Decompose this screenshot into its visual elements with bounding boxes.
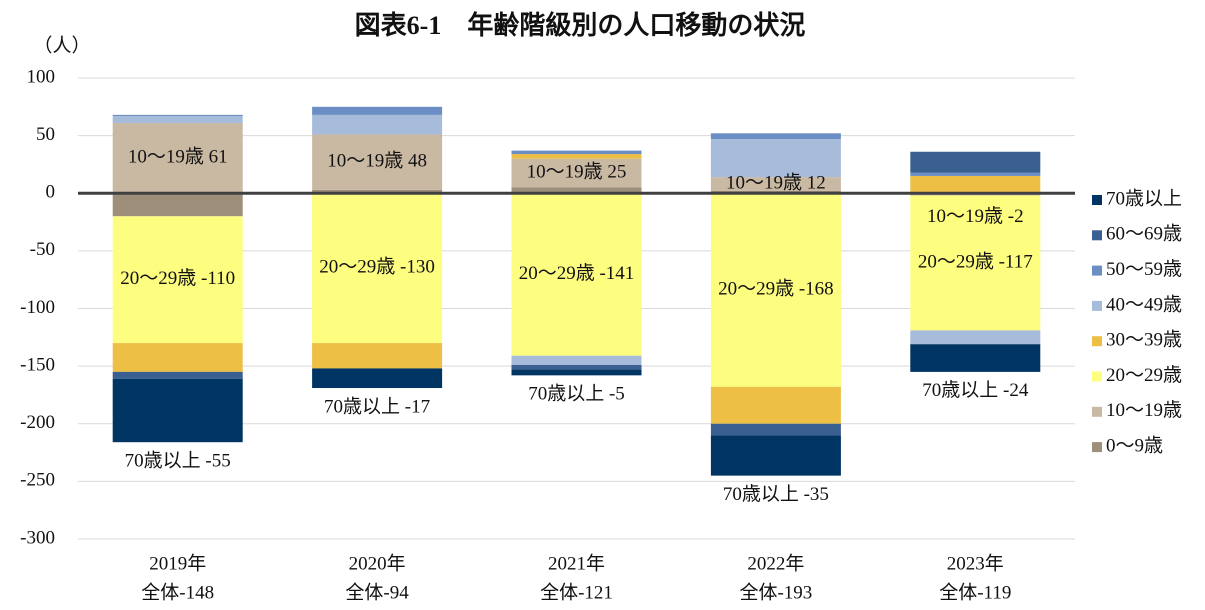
bar-segment [710,177,841,191]
bar-segment [910,195,1041,331]
legend-swatch [1092,300,1102,311]
bar-segment [910,151,1041,173]
y-tick-label: -100 [20,297,55,318]
bar-segment [312,368,443,389]
bar-segment [910,330,1041,345]
legend-swatch [1092,195,1102,205]
x-tick-sublabel: 全体-94 [345,581,409,603]
chart-title: 図表6-1 年齢階級別の人口移動の状況 [355,10,806,40]
bar-segment [112,343,243,372]
legend-label: 60～69歳 [1106,223,1182,245]
data-label: 70歳以上 -55 [125,450,231,472]
bar-segment [710,423,841,436]
data-label: 70歳以上 -24 [922,379,1029,401]
bar-segment [112,371,243,379]
y-tick-label: -200 [20,412,55,433]
bar-segment [511,193,642,356]
data-label: 70歳以上 -5 [528,383,625,405]
data-label: 10～19歳 -2 [927,205,1024,227]
y-tick-label: 100 [27,66,56,87]
data-label: 10～19歳 61 [128,145,228,167]
x-tick-label: 2020年 [349,552,406,574]
bar-segment [312,343,443,369]
bar-segment [312,193,443,344]
legend-swatch [1092,406,1102,417]
bar-segment [910,172,1041,176]
bar-segment [910,344,1041,372]
data-label: 10～19歳 25 [527,160,627,182]
bar-segment [511,369,642,376]
bar-segment [511,187,642,194]
bar-segment [312,189,443,194]
bar-segment [710,133,841,140]
legend-label: 20～29歳 [1106,364,1182,386]
legend-label: 70歳以上 [1106,187,1182,209]
bar-segment [511,158,642,188]
legend-swatch [1092,336,1102,347]
bar-segment [910,175,1041,194]
legend-swatch [1092,371,1102,382]
x-tick-label: 2022年 [747,552,804,574]
legend-swatch [1092,265,1102,276]
bar-segment [312,134,443,190]
x-tick-label: 2021年 [548,552,605,574]
bar-segment [710,139,841,178]
legend-swatch [1092,442,1102,453]
y-tick-label: -50 [30,239,55,260]
data-label: 20～29歳 -110 [120,267,235,289]
data-label: 20～29歳 -168 [718,277,834,299]
legend-label: 0～9歳 [1106,434,1163,456]
bar-segment [112,193,243,217]
data-label: 70歳以上 -35 [723,483,829,505]
bar-segment [112,116,243,123]
data-label: 20～29歳 -130 [319,256,435,278]
legend-label: 50～59歳 [1106,258,1182,280]
y-tick-label: -250 [20,470,55,491]
x-tick-sublabel: 全体-193 [739,581,812,603]
bar-segment [112,378,243,443]
x-tick-label: 2023年 [947,552,1004,574]
bar-segment [112,114,243,117]
bar-segment [511,150,642,155]
data-label: 10～19歳 48 [327,149,427,171]
legend-swatch [1092,230,1102,241]
y-tick-label: -150 [20,354,55,375]
legend-label: 40～49歳 [1106,293,1182,315]
x-tick-sublabel: 全体-148 [141,581,214,603]
legend-label: 10～19歳 [1106,399,1182,421]
legend-label: 30～39歳 [1106,329,1182,351]
y-tick-label: -300 [20,527,55,548]
bar-segment [112,122,243,194]
data-label: 20～29歳 -141 [519,262,635,284]
y-tick-label: 50 [36,124,55,145]
y-unit: （人） [33,34,90,56]
bar-segment [710,193,841,387]
bar-segment [312,114,443,135]
bar-segment [710,386,841,424]
data-label: 70歳以上 -17 [324,395,430,417]
bar-segment [112,216,243,344]
x-tick-sublabel: 全体-121 [540,581,613,603]
y-tick-label: 0 [46,182,56,203]
data-label: 10～19歳 12 [726,171,826,193]
x-tick-label: 2019年 [149,552,206,574]
bar-segment [710,435,841,476]
bar-segment [312,106,443,115]
x-tick-sublabel: 全体-119 [939,581,1011,603]
data-label: 20～29歳 -117 [918,250,1033,272]
bar-segment [511,355,642,365]
bar-segment [511,364,642,370]
bar-segment [511,154,642,159]
